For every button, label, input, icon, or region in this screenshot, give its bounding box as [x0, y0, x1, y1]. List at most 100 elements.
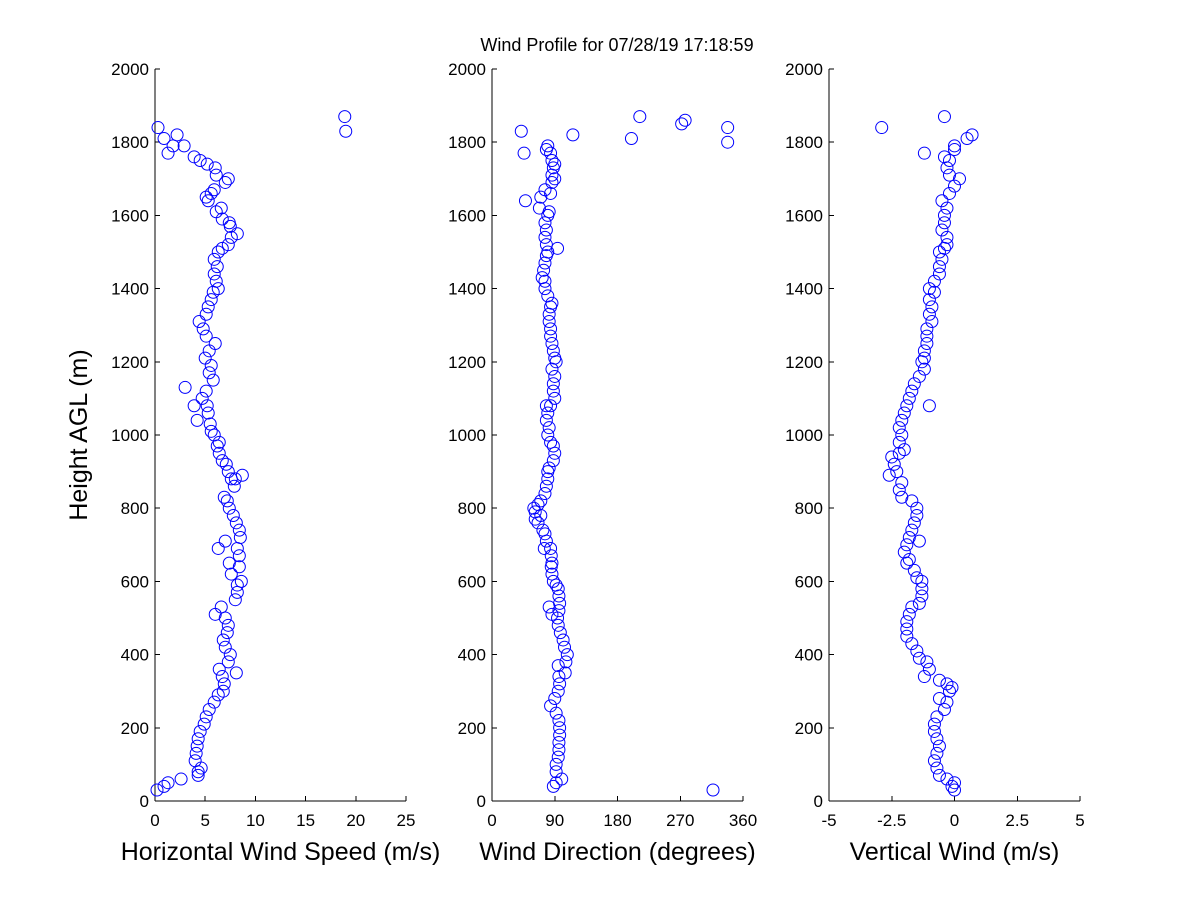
data-point — [222, 501, 236, 515]
data-point — [531, 498, 545, 512]
data-point — [897, 443, 911, 457]
data-point — [538, 230, 552, 244]
y-tick-label: 400 — [121, 646, 149, 665]
data-point — [927, 754, 941, 768]
data-point — [942, 168, 956, 182]
data-point — [192, 315, 206, 329]
data-point — [207, 267, 221, 281]
data-point — [548, 369, 562, 383]
data-point — [922, 282, 936, 296]
data-point — [900, 615, 914, 629]
data-point — [208, 337, 222, 350]
data-point — [188, 754, 202, 768]
data-point — [882, 468, 896, 482]
data-point — [538, 527, 552, 541]
data-point — [940, 230, 954, 244]
y-tick-label: 400 — [795, 646, 823, 665]
y-axis-label: Height AGL (m) — [65, 349, 93, 520]
data-point — [940, 238, 954, 252]
data-point — [228, 593, 242, 607]
x-tick-label: 5 — [1075, 811, 1084, 830]
data-point — [548, 391, 562, 405]
data-point — [905, 600, 919, 614]
data-point — [532, 201, 546, 215]
data-point — [948, 179, 961, 193]
data-point — [190, 413, 204, 427]
y-tick-label: 0 — [140, 792, 149, 811]
data-point — [215, 670, 229, 684]
data-point — [558, 666, 572, 680]
data-point — [721, 121, 735, 135]
data-point — [232, 523, 246, 537]
data-point — [189, 746, 203, 760]
data-point — [937, 208, 951, 222]
data-point — [534, 494, 548, 508]
data-point — [544, 322, 558, 336]
data-point — [917, 670, 931, 684]
data-point — [211, 282, 225, 296]
data-point — [940, 772, 954, 786]
data-point — [202, 703, 216, 716]
data-point — [942, 684, 956, 698]
data-point — [514, 124, 528, 138]
data-point — [545, 337, 559, 350]
data-point — [553, 677, 567, 691]
data-point — [221, 465, 235, 479]
data-point — [552, 743, 566, 757]
data-point — [917, 362, 931, 376]
y-tick-label: 1400 — [448, 280, 486, 299]
data-point — [199, 307, 213, 321]
data-point — [678, 113, 692, 127]
x-tick-label: 25 — [397, 811, 416, 830]
data-point — [235, 468, 249, 482]
data-point — [902, 552, 916, 566]
y-tick-label: 1600 — [785, 206, 823, 225]
x-tick-label: 360 — [729, 811, 757, 830]
data-point — [910, 501, 924, 515]
data-point — [932, 673, 946, 687]
data-point — [221, 238, 235, 252]
data-point — [920, 329, 934, 343]
data-point — [212, 662, 226, 676]
data-point — [517, 146, 531, 160]
data-point — [546, 779, 560, 793]
data-point — [544, 399, 558, 413]
data-point — [545, 296, 559, 310]
data-point — [551, 659, 565, 673]
data-point — [232, 560, 246, 574]
data-point — [920, 322, 934, 336]
y-tick-label: 1400 — [785, 280, 823, 299]
y-tick-label: 1800 — [785, 133, 823, 152]
data-point — [537, 541, 551, 555]
data-point — [545, 607, 559, 621]
data-point — [892, 435, 906, 449]
data-point — [552, 735, 566, 749]
data-point — [220, 626, 234, 640]
data-point — [546, 454, 560, 468]
data-point — [548, 157, 562, 171]
data-point — [229, 516, 243, 530]
data-point — [339, 124, 353, 138]
data-point — [927, 717, 941, 731]
x-axis-label: Horizontal Wind Speed (m/s) — [121, 838, 441, 866]
data-point — [948, 139, 961, 153]
data-point — [917, 351, 931, 365]
y-tick-label: 800 — [458, 499, 486, 518]
data-point — [548, 446, 562, 460]
data-point — [560, 648, 574, 662]
data-point — [199, 190, 213, 204]
data-point — [542, 421, 556, 435]
y-tick-label: 1600 — [111, 206, 149, 225]
data-point — [624, 132, 638, 146]
data-point — [539, 223, 553, 237]
data-point — [545, 567, 559, 581]
data-point — [940, 201, 954, 215]
data-point — [195, 391, 209, 405]
data-point — [892, 421, 906, 435]
data-point — [204, 424, 218, 438]
data-point — [948, 776, 961, 790]
data-point — [907, 563, 921, 577]
x-tick-label: 90 — [545, 811, 564, 830]
data-point — [548, 172, 562, 186]
data-point — [907, 377, 921, 391]
